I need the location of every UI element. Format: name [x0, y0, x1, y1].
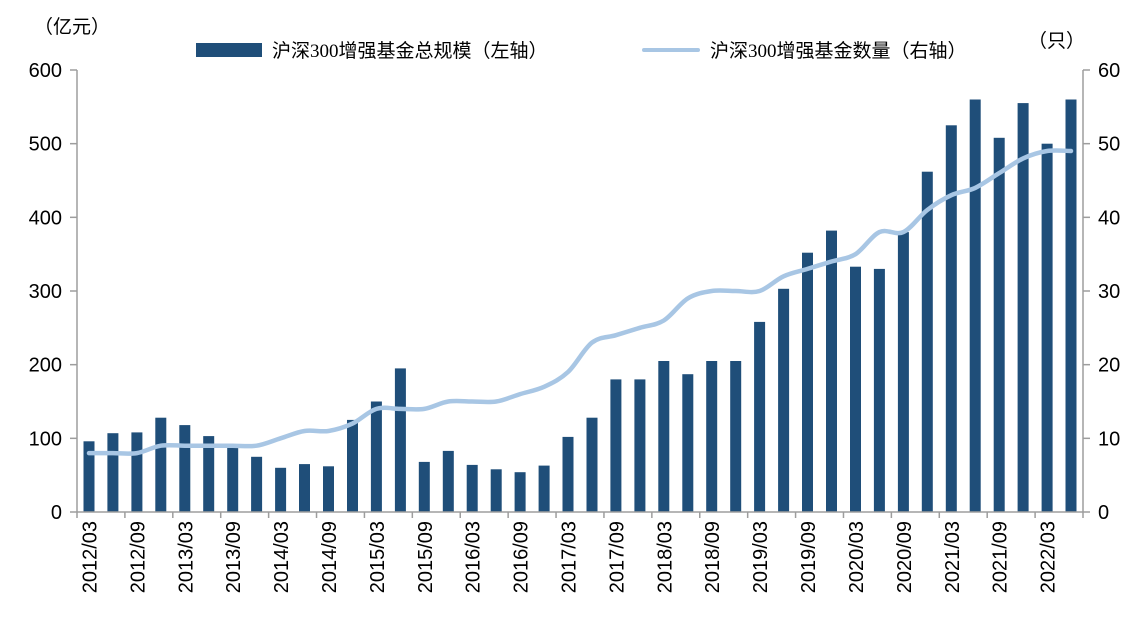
bar — [1017, 103, 1029, 512]
x-axis-tick-label: 2012/03 — [80, 521, 102, 593]
bar — [658, 361, 670, 512]
x-axis-tick-label: 2016/09 — [511, 521, 533, 593]
bar — [323, 466, 334, 512]
bar — [706, 361, 718, 512]
legend-line-label: 沪深300增强基金数量（右轴） — [710, 41, 967, 62]
left-axis-tick-label: 600 — [29, 60, 62, 82]
bar — [993, 137, 1005, 513]
x-axis-tick-label: 2020/03 — [846, 521, 868, 593]
x-axis-tick-label: 2018/09 — [702, 521, 724, 593]
x-axis-tick-label: 2022/03 — [1038, 521, 1060, 593]
bar — [610, 379, 622, 512]
x-axis-tick-label: 2021/09 — [990, 521, 1012, 593]
bar — [203, 436, 215, 512]
bar — [155, 417, 167, 512]
left-axis-tick-label: 100 — [29, 428, 62, 450]
bar — [1065, 99, 1077, 512]
bar — [418, 461, 430, 512]
legend-bar-label: 沪深300增强基金总规模（左轴） — [272, 41, 548, 62]
bar — [83, 441, 95, 512]
x-axis-tick-label: 2021/03 — [942, 521, 964, 593]
bar — [131, 432, 143, 512]
bar — [394, 368, 406, 512]
bar — [873, 268, 885, 512]
bar — [802, 252, 813, 512]
bar — [442, 450, 454, 512]
right-axis-tick-label: 10 — [1098, 428, 1120, 450]
left-axis-unit-label: （亿元） — [34, 17, 111, 38]
x-axis-tick-label: 2020/09 — [894, 521, 916, 593]
x-axis-tick-label: 2014/09 — [319, 521, 341, 593]
right-axis-tick-label: 30 — [1098, 281, 1120, 303]
bar — [562, 436, 574, 512]
x-axis-tick-label: 2017/09 — [606, 521, 628, 593]
bar — [347, 419, 358, 512]
x-axis-tick-label: 2015/09 — [415, 521, 437, 593]
bar — [107, 433, 119, 512]
bar — [754, 321, 766, 512]
bar — [730, 361, 742, 512]
x-axis-tick-label: 2019/03 — [750, 521, 772, 593]
right-axis-unit-label: （只） — [1028, 31, 1086, 52]
left-axis-tick-label: 400 — [29, 207, 62, 229]
bar — [538, 465, 550, 512]
left-axis-tick-label: 300 — [29, 281, 62, 303]
bar — [514, 472, 526, 512]
x-axis-tick-label: 2013/09 — [223, 521, 245, 593]
bar — [586, 417, 598, 512]
bar — [179, 425, 191, 512]
x-axis-tick-label: 2016/03 — [463, 521, 485, 593]
bar — [778, 288, 790, 512]
bar — [1041, 143, 1053, 512]
bar — [897, 232, 909, 512]
bar — [490, 469, 502, 512]
bar-series-swatch-icon — [196, 42, 262, 57]
bar — [826, 230, 837, 512]
x-axis-tick-label: 2012/09 — [127, 521, 149, 593]
left-axis-tick-label: 200 — [29, 355, 62, 377]
bar — [275, 467, 287, 512]
x-axis-tick-label: 2019/09 — [798, 521, 820, 593]
bar — [682, 374, 694, 512]
bar — [227, 445, 239, 512]
legend-item-bar-series: 沪深300增强基金总规模（左轴） — [196, 36, 548, 63]
x-axis-tick-label: 2015/03 — [367, 521, 389, 593]
bar — [251, 456, 263, 513]
right-axis-tick-label: 50 — [1098, 134, 1120, 156]
legend-item-line-series: 沪深300增强基金数量（右轴） — [642, 36, 967, 63]
left-axis-tick-label: 500 — [29, 134, 62, 156]
bar — [299, 464, 310, 512]
x-axis-tick-label: 2017/03 — [559, 521, 581, 593]
x-axis-tick-label: 2013/03 — [175, 521, 197, 593]
count-line — [86, 148, 1074, 456]
bar — [921, 171, 933, 512]
bar — [945, 125, 957, 513]
bar — [634, 379, 646, 512]
line-series-swatch-icon — [642, 47, 700, 52]
left-axis-tick-label: 0 — [51, 502, 62, 524]
x-axis-tick-label: 2018/03 — [654, 521, 676, 593]
bar — [370, 401, 382, 512]
right-axis-tick-label: 0 — [1098, 502, 1109, 524]
x-axis-tick-label: 2014/03 — [271, 521, 293, 593]
bar — [466, 464, 478, 512]
right-axis-tick-label: 40 — [1098, 207, 1120, 229]
bar — [969, 99, 981, 512]
right-axis-tick-label: 20 — [1098, 355, 1120, 377]
bar — [850, 266, 861, 512]
right-axis-tick-label: 60 — [1098, 60, 1120, 82]
